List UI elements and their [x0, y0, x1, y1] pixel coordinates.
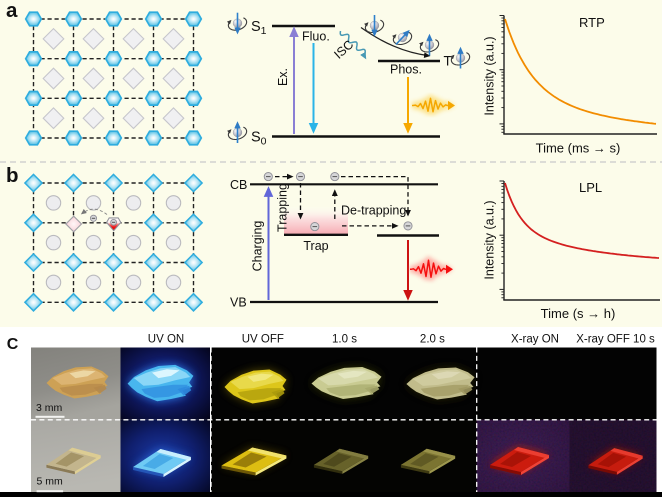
svg-text:X-ray ON: X-ray ON [511, 334, 559, 346]
svg-text:Intensity (a.u.): Intensity (a.u.) [483, 36, 497, 115]
svg-text:C: C [7, 336, 19, 353]
svg-text:2.0 s: 2.0 s [420, 334, 445, 346]
svg-text:a: a [6, 0, 18, 22]
svg-text:UV ON: UV ON [148, 334, 184, 346]
svg-text:Time (s → h): Time (s → h) [541, 306, 616, 321]
svg-text:LPL: LPL [579, 180, 602, 195]
svg-text:Trap: Trap [303, 239, 328, 253]
svg-text:X-ray OFF 10 s: X-ray OFF 10 s [576, 334, 655, 346]
svg-text:Fluo.: Fluo. [302, 30, 330, 44]
svg-text:De-trapping: De-trapping [341, 204, 406, 218]
svg-text:5 mm: 5 mm [37, 476, 64, 488]
svg-text:Time (ms → s): Time (ms → s) [536, 141, 621, 156]
svg-text:Charging: Charging [251, 221, 265, 272]
svg-text:Intensity (a.u.): Intensity (a.u.) [483, 200, 497, 279]
svg-text:Trapping: Trapping [276, 183, 290, 232]
svg-text:CB: CB [230, 178, 247, 192]
svg-text:T: T [444, 54, 452, 69]
svg-text:VB: VB [230, 296, 247, 310]
svg-text:1.0 s: 1.0 s [332, 334, 357, 346]
svg-text:Phos.: Phos. [390, 63, 422, 77]
svg-text:RTP: RTP [579, 15, 605, 30]
svg-text:Ex.: Ex. [276, 68, 290, 86]
svg-text:UV OFF: UV OFF [242, 334, 284, 346]
svg-text:b: b [6, 164, 19, 187]
svg-text:3 mm: 3 mm [36, 402, 63, 414]
